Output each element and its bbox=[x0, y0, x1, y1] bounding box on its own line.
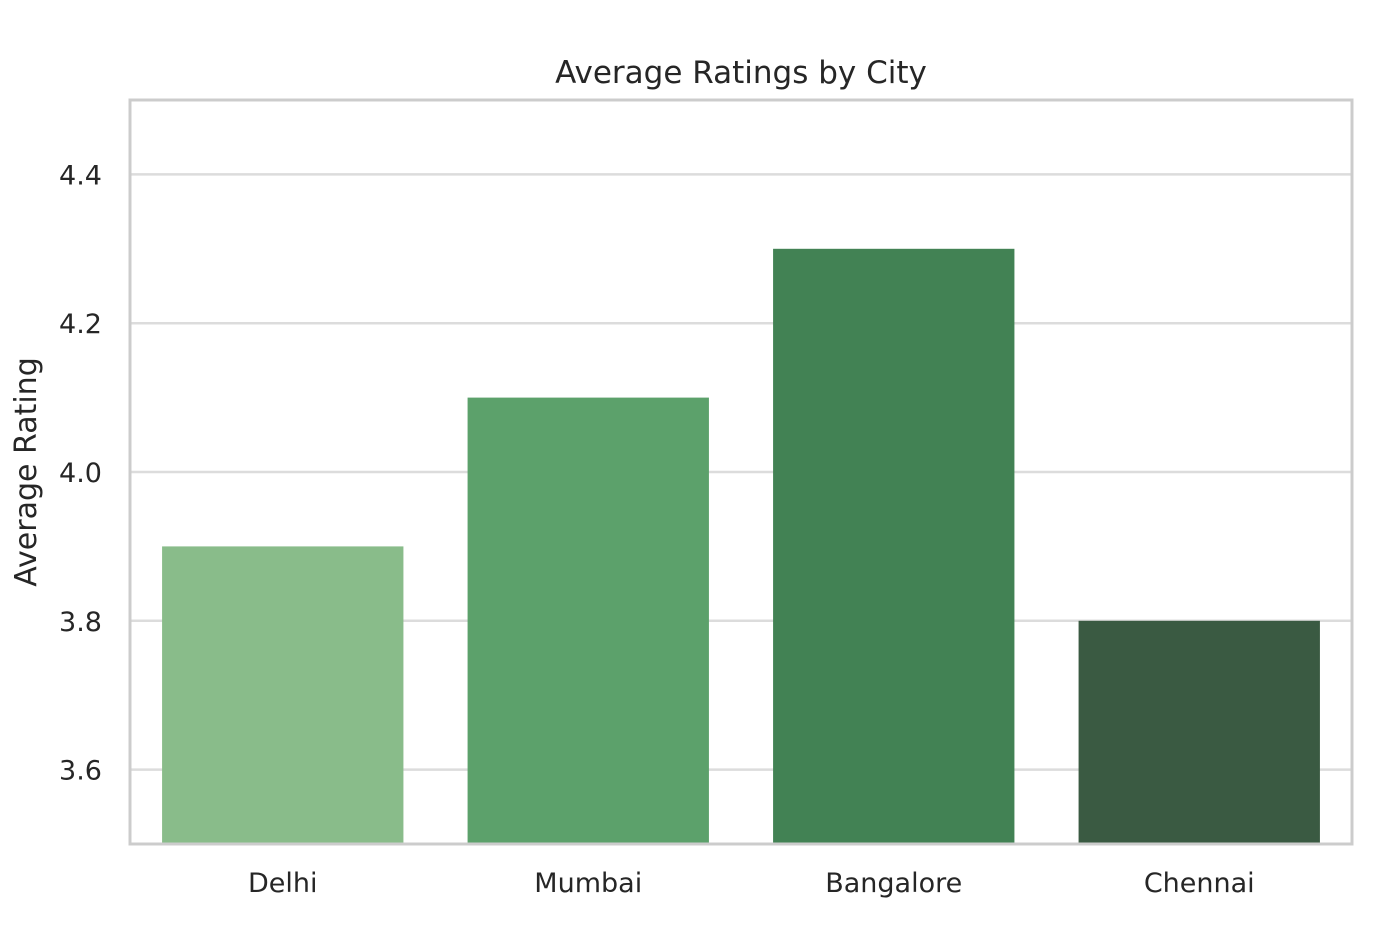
bar-chennai bbox=[1078, 620, 1320, 844]
y-tick-label: 4.4 bbox=[59, 160, 102, 191]
x-tick-label: Chennai bbox=[1144, 868, 1255, 899]
plot-frame bbox=[128, 98, 1354, 846]
x-tick-label: Bangalore bbox=[825, 868, 962, 899]
y-axis-label: Average Rating bbox=[9, 357, 44, 586]
x-axis-ticks: Delhi Mumbai Bangalore Chennai bbox=[248, 868, 1255, 899]
chart-title: Average Ratings by City bbox=[555, 55, 927, 91]
y-axis-ticks: 3.6 3.8 4.0 4.2 4.4 bbox=[59, 160, 102, 786]
bar-mumbai bbox=[467, 397, 709, 844]
y-tick-label: 3.6 bbox=[59, 756, 102, 787]
y-tick-label: 4.0 bbox=[59, 458, 102, 489]
x-tick-label: Delhi bbox=[248, 868, 318, 899]
bars bbox=[162, 248, 1320, 845]
y-tick-label: 4.2 bbox=[59, 309, 102, 340]
y-tick-label: 3.8 bbox=[59, 607, 102, 638]
bar-delhi bbox=[162, 546, 404, 844]
x-tick-label: Mumbai bbox=[534, 868, 642, 899]
bar-bangalore bbox=[773, 248, 1015, 845]
